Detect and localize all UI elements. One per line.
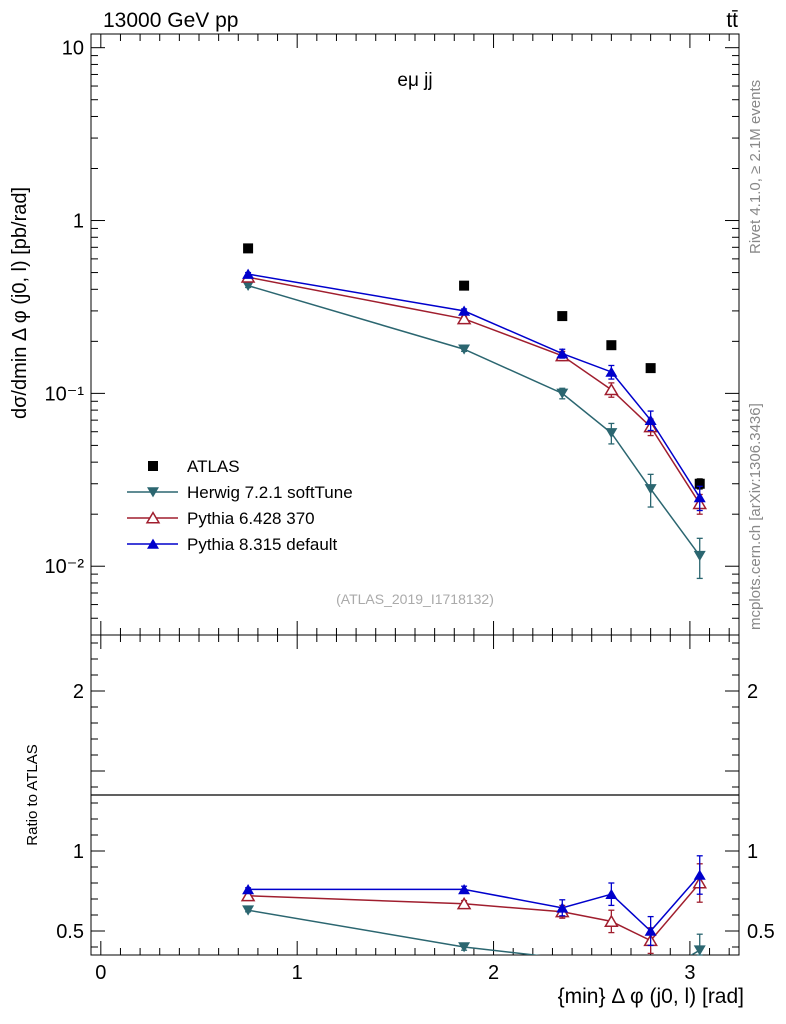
ratio-point: [456, 896, 472, 910]
ratio-point: [556, 902, 569, 913]
ratio-y-tick-label-right: 0.5: [747, 921, 775, 943]
ratio-point: [242, 905, 255, 916]
main-point: [242, 268, 255, 279]
y-tick-label: 1: [73, 211, 84, 233]
legend-marker: [145, 511, 161, 524]
main-point: [605, 366, 618, 377]
x-tick-label: 0: [95, 962, 106, 984]
main-point: [645, 363, 656, 374]
ratio-line-1: [248, 882, 701, 942]
main-tick-labels: 10 1 10⁻¹ 10⁻²: [45, 38, 85, 579]
ratio-point: [458, 942, 471, 953]
main-point: [459, 280, 470, 291]
ratio-series: [240, 855, 708, 956]
main-ylabel: dσ/dmin Δ φ (j0, l) [pb/rad]: [9, 187, 31, 419]
main-line-2: [247, 276, 701, 505]
ratio-panel: 2 2 1 1 0.5 0.5 0 1 2 3 Ratio to ATLAS {min} Δ φ …: [24, 634, 775, 1008]
watermark: (ATLAS_2019_I1718132): [336, 591, 494, 607]
rivet-label: Rivet 4.1.0, ≥ 2.1M events: [747, 80, 764, 254]
mcplots-label: mcplots.cern.ch [arXiv:1306.3436]: [747, 403, 764, 630]
main-point: [693, 492, 706, 503]
x-axis-label: {min} Δ φ (j0, l) [rad]: [558, 985, 744, 1008]
ratio-line-0: [247, 909, 701, 955]
main-point: [458, 344, 471, 355]
ratio-y-tick-label: 0.5: [56, 921, 84, 943]
main-point: [556, 348, 569, 359]
ratio-ticks: [91, 635, 739, 955]
y-tick-label: 10⁻²: [45, 556, 85, 578]
ratio-point: [240, 888, 256, 902]
legend-marker: [147, 487, 159, 498]
ratio-series-2: [242, 855, 706, 947]
ratio-point: [458, 884, 471, 895]
main-point: [242, 280, 255, 292]
main-series-2: [240, 270, 708, 515]
main-ticks: [91, 34, 739, 636]
x-tick-label: 2: [488, 962, 499, 984]
legend-marker: [148, 461, 158, 471]
legend: ATLAS Herwig 7.2.1 softTune Pythia 6.428 3…: [127, 457, 353, 554]
main-series: [240, 243, 708, 580]
legend-marker: [147, 538, 159, 549]
header-right: tt̄: [726, 9, 738, 32]
main-point: [556, 388, 569, 399]
ratio-y-tick-label: 2: [73, 681, 84, 703]
x-tick-label: 3: [684, 962, 695, 984]
ratio-series-1: [240, 863, 708, 955]
header-left: 13000 GeV pp: [103, 9, 238, 32]
ratio-point: [605, 888, 618, 899]
legend-label: Pythia 8.315 default: [187, 535, 338, 554]
legend-label: Pythia 6.428 370: [187, 509, 315, 528]
main-point: [693, 550, 706, 562]
main-series-0: [243, 243, 705, 490]
main-line-1: [247, 284, 701, 557]
main-point: [644, 484, 657, 495]
ratio-series-0: [242, 905, 706, 956]
ratio-y-tick-label-right: 2: [747, 681, 758, 703]
main-line-3: [247, 273, 701, 498]
ratio-point: [604, 914, 619, 927]
main-series-3: [242, 268, 706, 512]
ratio-ylabel: Ratio to ATLAS: [24, 744, 41, 845]
y-tick-label: 10: [62, 38, 84, 60]
x-tick-label: 1: [292, 962, 303, 984]
main-point: [557, 311, 568, 322]
ratio-tick-labels: 2 2 1 1 0.5 0.5 0 1 2 3: [56, 681, 775, 984]
ratio-y-tick-label: 1: [73, 841, 84, 863]
ratio-point: [693, 945, 706, 956]
main-point: [604, 382, 619, 396]
main-point: [458, 305, 471, 316]
ratio-y-tick-label-right: 1: [747, 841, 758, 863]
ratio-point: [644, 925, 657, 936]
main-point: [605, 428, 618, 439]
legend-label: Herwig 7.2.1 softTune: [187, 483, 353, 502]
main-point: [456, 311, 472, 325]
main-point: [644, 414, 657, 425]
main-series-1: [242, 280, 706, 580]
ratio-line-2: [248, 874, 701, 933]
y-tick-label: 10⁻¹: [45, 383, 85, 405]
main-point: [694, 478, 705, 489]
ratio-point: [693, 869, 706, 880]
main-point: [243, 243, 254, 254]
legend-label: ATLAS: [187, 457, 240, 476]
main-point: [606, 340, 617, 351]
annotation-label: eμ jj: [397, 70, 432, 91]
ratio-point: [242, 884, 255, 895]
